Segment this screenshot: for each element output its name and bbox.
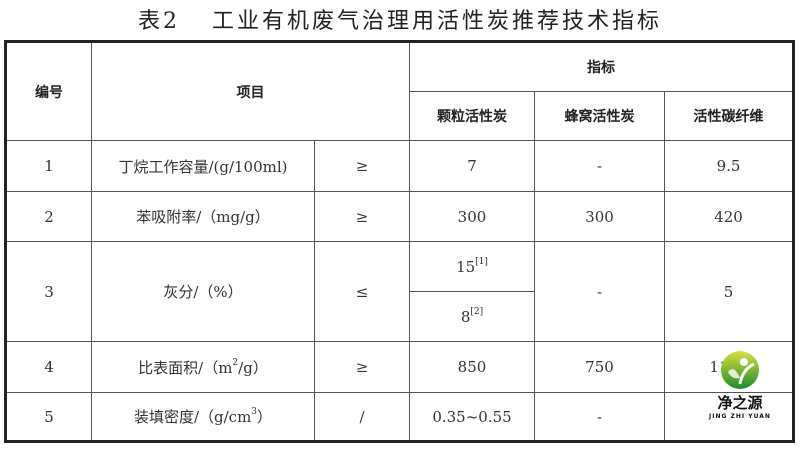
- table-row: 1 丁烷工作容量/(g/100ml) ≥ 7 - 9.5: [5, 140, 794, 192]
- watermark-logo: 净之源 JING ZHI YUAN: [700, 350, 780, 420]
- table-row: 4 比表面积/（m2/g） ≥ 850 750 1100: [5, 341, 794, 393]
- table-row: 2 苯吸附率/（mg/g） ≥ 300 300 420: [5, 191, 794, 242]
- header-item: 项目: [91, 41, 410, 141]
- table-row: 3 灰分/（%） ≤ 15[1] - 5: [5, 241, 794, 342]
- spec-table: 编号 项目 指标 颗粒活性炭 蜂窝活性炭 活性碳纤维 1 丁烷工作容量/(g/1…: [4, 40, 795, 443]
- cell-granular: 7: [409, 140, 535, 192]
- cell-item: 丁烷工作容量/(g/100ml): [91, 140, 315, 192]
- cell-fiber: [664, 392, 794, 442]
- cell-item: 装填密度/（g/cm3）: [91, 392, 315, 442]
- cell-no: 5: [5, 392, 92, 442]
- cell-fiber: 5: [664, 241, 794, 342]
- cell-no: 1: [5, 140, 92, 192]
- cell-honeycomb: -: [534, 392, 665, 442]
- text: 装填密度/（g/cm: [133, 408, 252, 426]
- table-number: 表2: [137, 9, 180, 34]
- cell-op: /: [314, 392, 410, 442]
- cell-item: 灰分/（%）: [91, 241, 315, 342]
- superscript: 2: [232, 357, 239, 368]
- text: /g）: [238, 358, 268, 377]
- cell-op: ≥: [314, 140, 410, 192]
- footnote-ref: [2]: [470, 307, 484, 317]
- value: 8: [460, 308, 471, 326]
- cell-fiber: 9.5: [664, 140, 794, 192]
- cell-no: 4: [5, 341, 92, 393]
- cell-granular: 300: [409, 191, 535, 242]
- value: 15: [456, 258, 476, 276]
- text: ）: [257, 408, 273, 426]
- header-index: 指标: [409, 41, 794, 92]
- watermark-en: JING ZHI YUAN: [709, 413, 771, 420]
- cell-granular: 0.35~0.55: [409, 392, 535, 442]
- table-caption: 工业有机废气治理用活性炭推荐技术指标: [211, 9, 662, 34]
- cell-honeycomb: 300: [534, 191, 665, 242]
- cell-item: 苯吸附率/（mg/g）: [91, 191, 315, 242]
- cell-op: ≤: [314, 241, 410, 342]
- header-no: 编号: [5, 41, 92, 141]
- table-row: 8[2]: [6, 291, 794, 342]
- header-fiber: 活性碳纤维: [664, 91, 794, 141]
- cell-fiber: 420: [664, 191, 794, 242]
- header-honeycomb: 蜂窝活性炭: [534, 91, 665, 141]
- cell-no: 2: [5, 191, 92, 242]
- table-row: 5 装填密度/（g/cm3） / 0.35~0.55 -: [5, 392, 794, 442]
- cell-op: ≥: [314, 191, 410, 242]
- table-title: 表2 工业有机废气治理用活性炭推荐技术指标: [0, 3, 800, 35]
- cell-granular-b: 8[2]: [409, 291, 535, 342]
- text: 比表面积/（m: [138, 358, 233, 377]
- header-granular: 颗粒活性炭: [409, 91, 535, 141]
- cell-honeycomb: -: [534, 241, 665, 342]
- cell-granular-a: 15[1]: [409, 241, 535, 292]
- footnote-ref: [1]: [475, 257, 488, 267]
- superscript: 3: [251, 407, 258, 417]
- leaf-logo-icon: [721, 351, 759, 389]
- cell-op: ≥: [314, 341, 410, 393]
- watermark-cn: 净之源: [717, 394, 763, 412]
- cell-no: 3: [5, 241, 92, 342]
- cell-item: 比表面积/（m2/g）: [91, 341, 315, 393]
- cell-honeycomb: 750: [534, 341, 665, 393]
- cell-granular: 850: [409, 341, 535, 393]
- cell-honeycomb: -: [534, 140, 665, 192]
